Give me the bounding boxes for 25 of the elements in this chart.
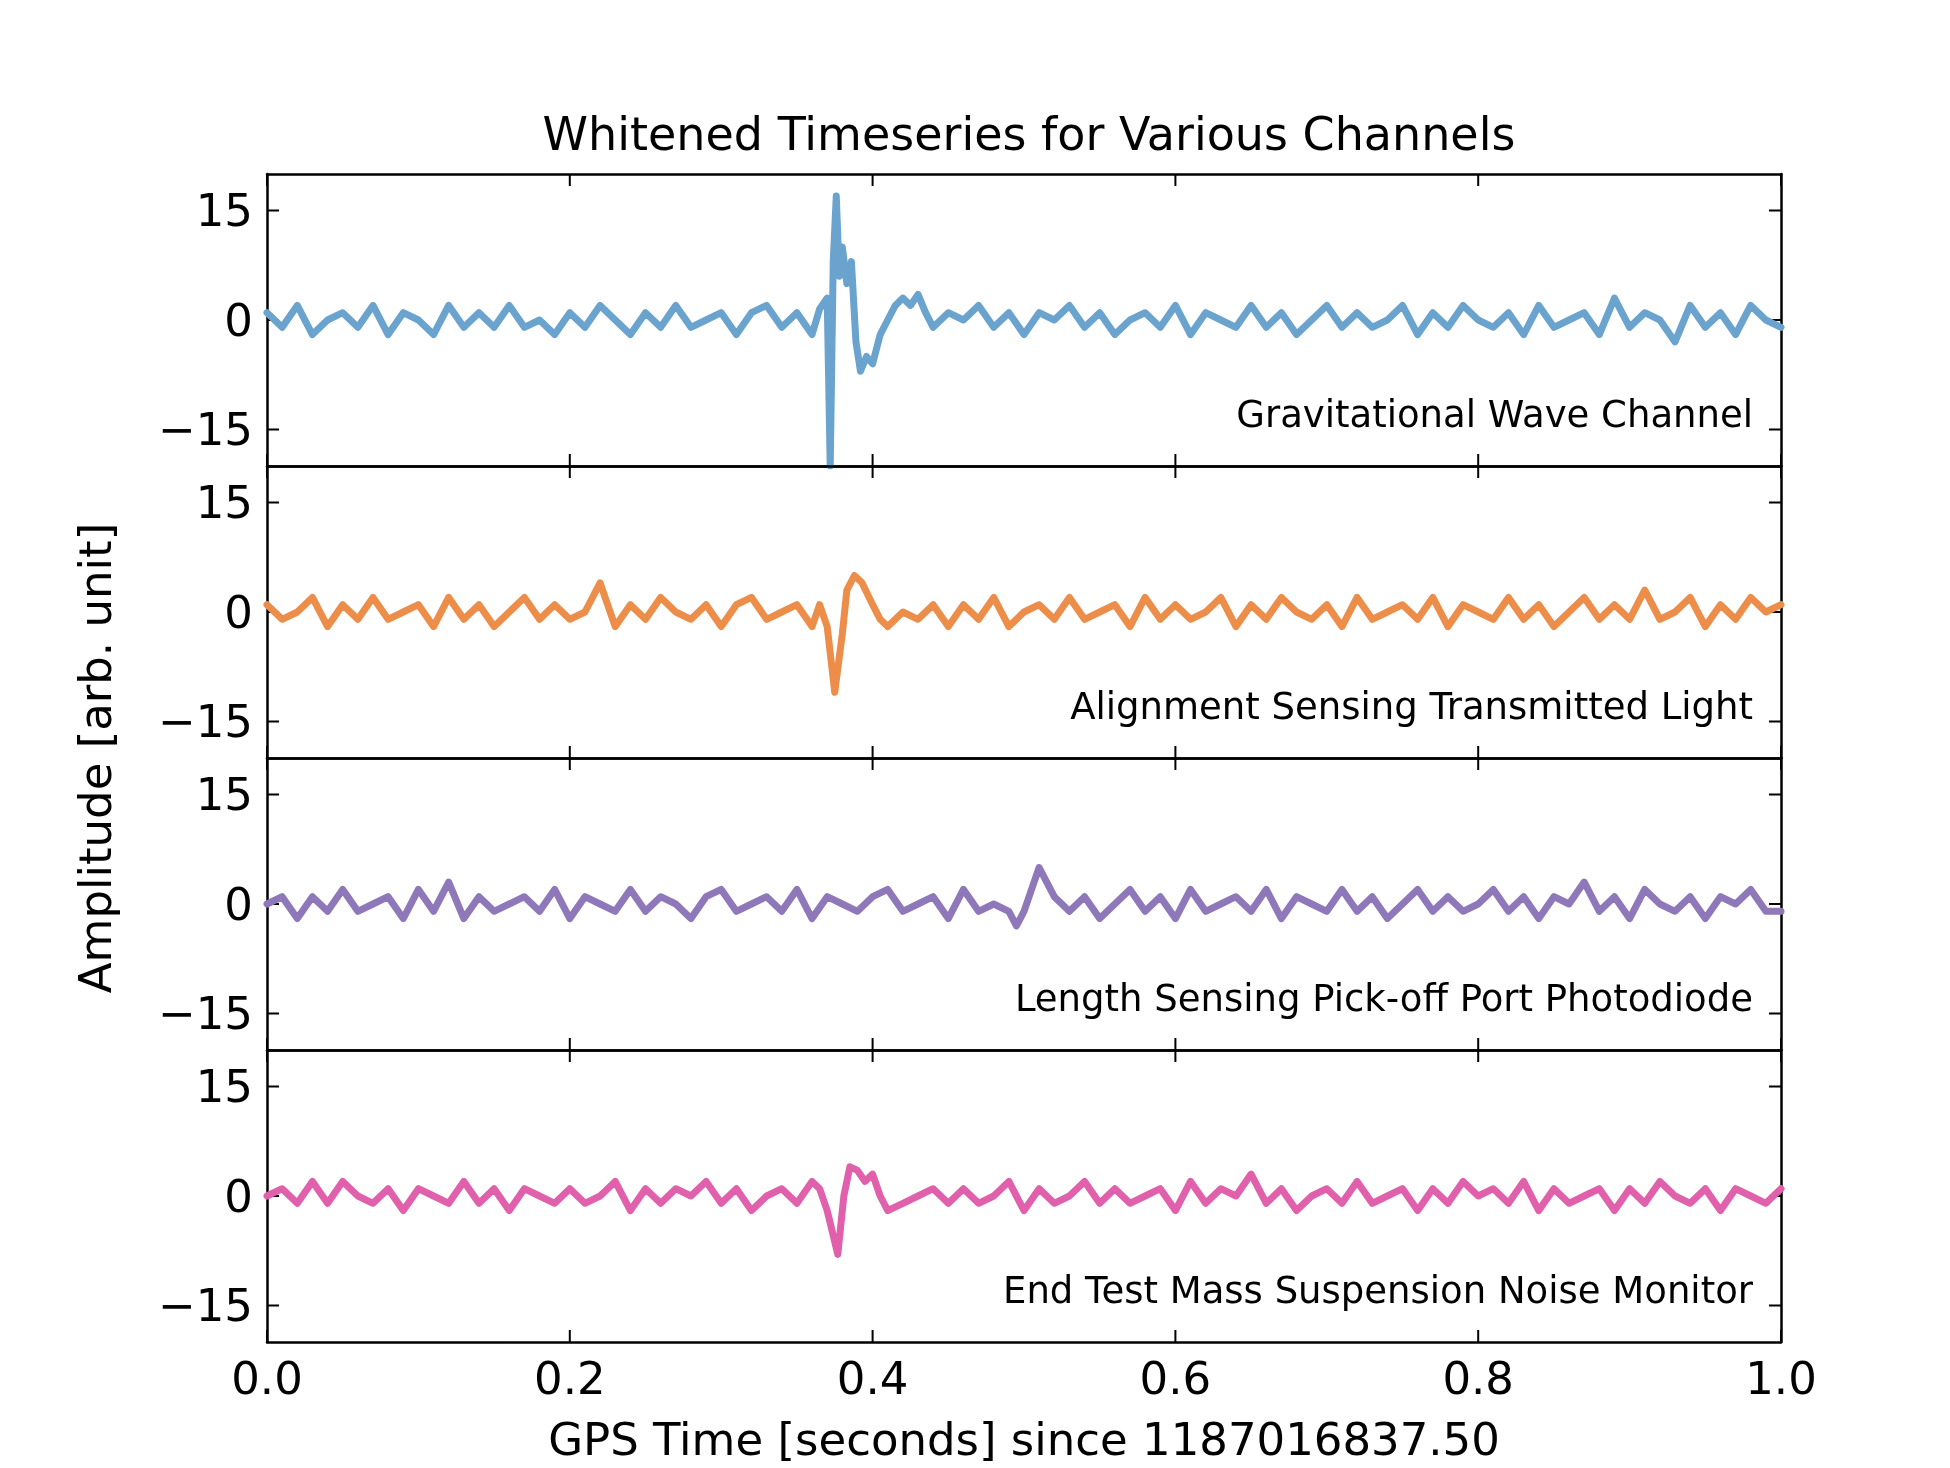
- y-tick-label: 0: [224, 293, 253, 347]
- x-axis-title: GPS Time [seconds] since 1187016837.50: [548, 1413, 1500, 1466]
- y-tick-label: 0: [224, 585, 253, 639]
- y-tick-label: 15: [195, 476, 253, 529]
- x-tick-label: 1.0: [1745, 1352, 1817, 1405]
- x-tick-label: 0.6: [1139, 1352, 1212, 1405]
- annotation: Length Sensing Pick-off Port Photodiode: [1014, 977, 1753, 1020]
- y-tick-label: 0: [224, 877, 253, 931]
- y-tick-label: 0: [224, 1169, 253, 1223]
- y-tick-label: 15: [195, 184, 253, 237]
- annotation: End Test Mass Suspension Noise Monitor: [1003, 1269, 1754, 1312]
- annotation: Alignment Sensing Transmitted Light: [1070, 685, 1753, 728]
- chart-title: Whitened Timeseries for Various Channels: [542, 107, 1516, 161]
- y-tick-label: −15: [158, 987, 253, 1040]
- x-tick-label: 0.8: [1442, 1352, 1514, 1405]
- x-tick-label: 0.2: [534, 1352, 606, 1405]
- y-tick-label: −15: [158, 695, 253, 748]
- y-tick-label: −15: [158, 403, 253, 456]
- y-axis-title: Amplitude [arb. unit]: [68, 522, 122, 994]
- x-tick-label: 0.0: [231, 1352, 303, 1405]
- x-tick-label: 0.4: [836, 1352, 909, 1405]
- y-tick-label: 15: [195, 768, 253, 821]
- annotation: Gravitational Wave Channel: [1236, 393, 1753, 436]
- y-tick-label: 15: [195, 1060, 253, 1113]
- y-tick-label: −15: [158, 1279, 253, 1332]
